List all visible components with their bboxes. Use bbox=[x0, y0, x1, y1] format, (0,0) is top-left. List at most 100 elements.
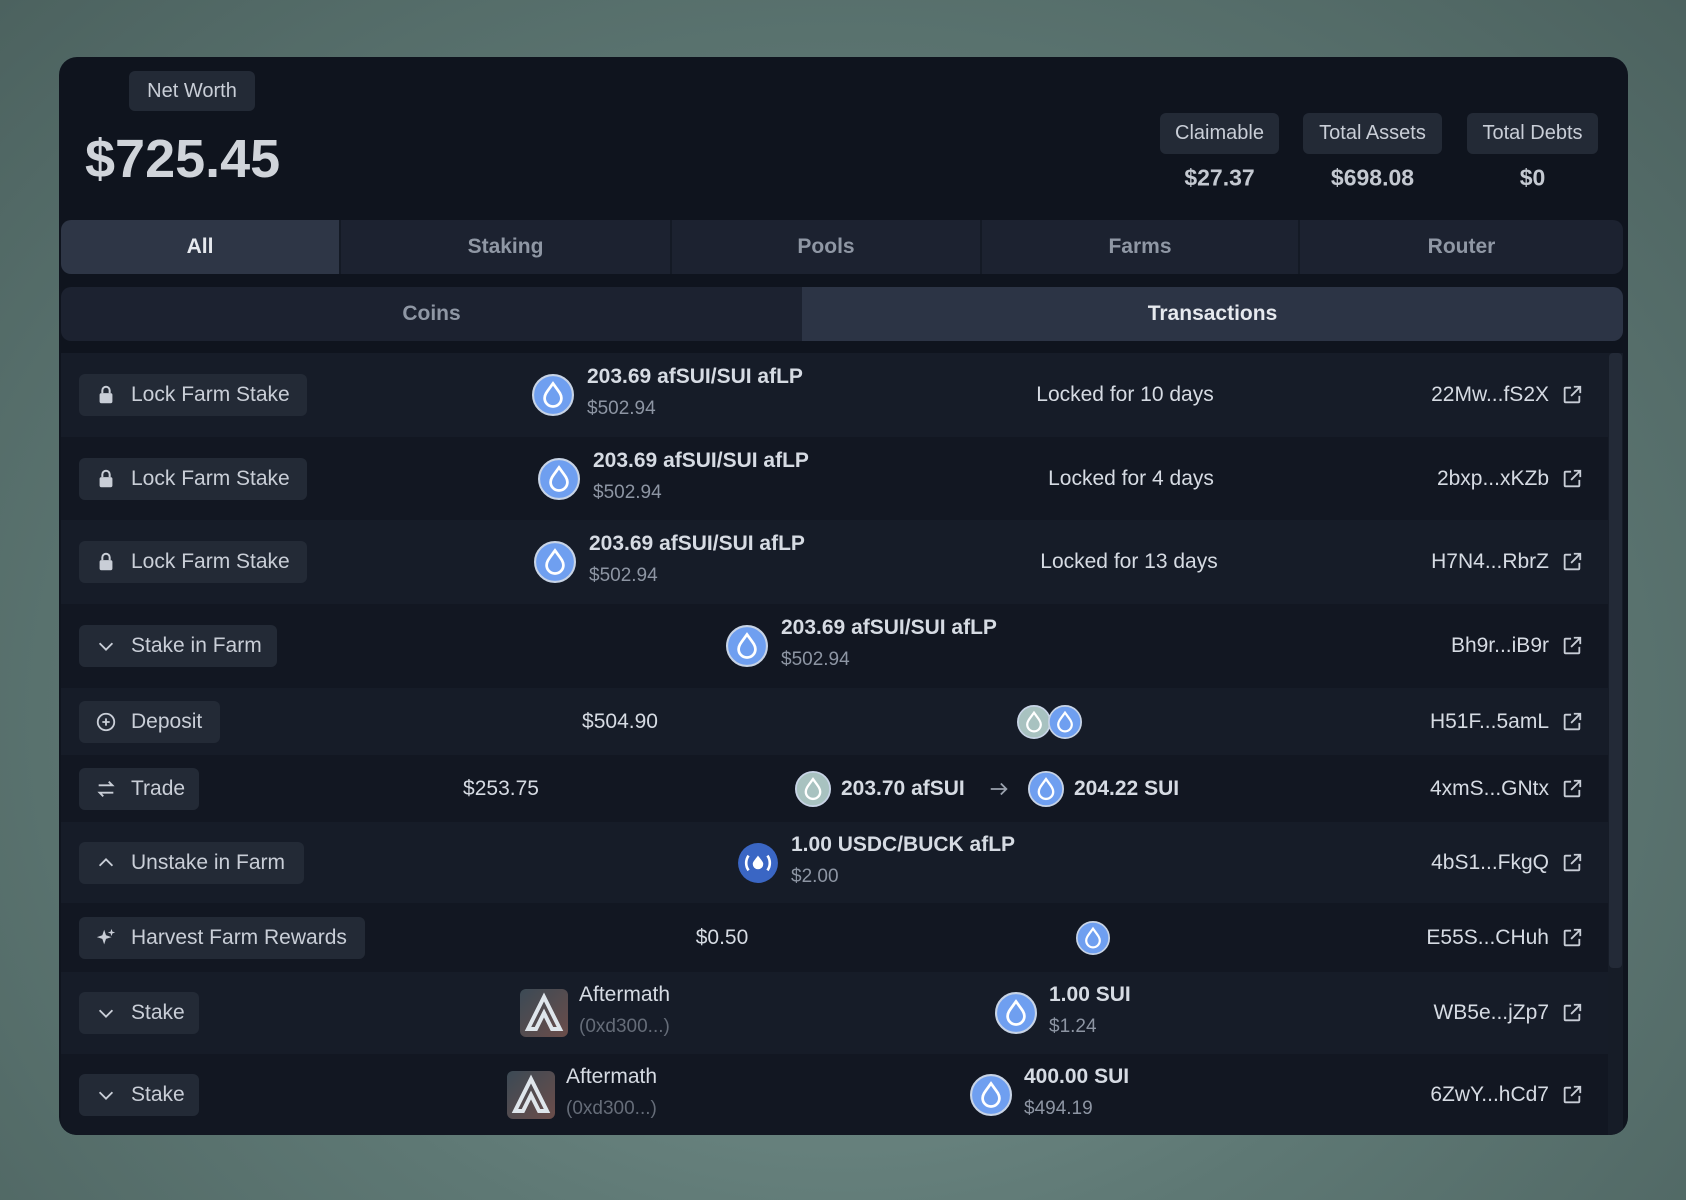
transaction-row: Deposit $504.90 H51F...5amL bbox=[61, 688, 1608, 755]
usd-value: $0.50 bbox=[695, 925, 749, 949]
external-link-icon[interactable] bbox=[1561, 852, 1583, 874]
transaction-row: Trade $253.75 203.70 afSUI 204.22 SUI 4xmS..… bbox=[61, 755, 1608, 822]
trade-to: 204.22 SUI bbox=[1074, 776, 1180, 800]
external-link-icon[interactable] bbox=[1561, 635, 1583, 657]
tx-hash[interactable]: H7N4...RbrZ bbox=[1431, 550, 1549, 573]
external-link-icon[interactable] bbox=[1561, 468, 1583, 490]
tab[interactable]: All bbox=[61, 220, 341, 274]
portfolio-panel: Net Worth $725.45 Lock Farm Stake 203.69 … bbox=[59, 57, 1628, 1135]
external-link-icon[interactable] bbox=[1561, 711, 1583, 733]
lock-duration: Locked for 13 days bbox=[1040, 550, 1218, 573]
token-usd: $502.94 bbox=[781, 649, 850, 670]
net-worth-value: $725.45 bbox=[85, 129, 281, 189]
token-icon bbox=[1017, 704, 1051, 739]
action-label: Lock Farm Stake bbox=[131, 466, 290, 490]
external-link-icon[interactable] bbox=[1561, 384, 1583, 406]
token-amount: 203.69 afSUI/SUI afLP bbox=[589, 532, 805, 555]
tab[interactable]: Router bbox=[1300, 220, 1623, 274]
action-icon bbox=[95, 1084, 117, 1106]
tx-hash[interactable]: 6ZwY...hCd7 bbox=[1430, 1082, 1549, 1106]
token-icon bbox=[795, 770, 831, 807]
token-icon bbox=[1048, 704, 1082, 739]
scrollbar-thumb[interactable] bbox=[1609, 353, 1622, 968]
transaction-row: Lock Farm Stake 203.69 afSUI/SUI afLP $502… bbox=[61, 437, 1608, 520]
subtab[interactable]: Coins bbox=[61, 287, 802, 341]
net-worth-label: Net Worth bbox=[129, 71, 255, 111]
protocol-avatar bbox=[507, 1070, 555, 1119]
action-badge[interactable]: Trade bbox=[79, 767, 199, 810]
action-icon bbox=[95, 635, 117, 657]
token-amount: 203.69 afSUI/SUI afLP bbox=[781, 616, 997, 639]
action-icon bbox=[95, 468, 117, 490]
action-label: Lock Farm Stake bbox=[131, 550, 290, 573]
trade-arrow bbox=[988, 778, 1010, 800]
token-usd: $1.24 bbox=[1049, 1016, 1097, 1037]
action-badge[interactable]: Lock Farm Stake bbox=[79, 541, 307, 583]
token-icon bbox=[1028, 770, 1064, 807]
tx-hash[interactable]: H51F...5amL bbox=[1429, 709, 1549, 733]
external-link-icon[interactable] bbox=[1561, 927, 1583, 949]
tx-hash[interactable]: 2bxp...xKZb bbox=[1436, 466, 1549, 490]
external-link-icon[interactable] bbox=[1561, 1084, 1583, 1106]
action-badge[interactable]: Stake bbox=[79, 1073, 199, 1116]
transaction-row: Lock Farm Stake 203.69 afSUI/SUI afLP $502… bbox=[61, 520, 1608, 604]
token-usd: $502.94 bbox=[593, 481, 662, 503]
tab[interactable]: Staking bbox=[341, 220, 672, 274]
tx-hash[interactable]: 22Mw...fS2X bbox=[1431, 383, 1549, 406]
transaction-row: Unstake in Farm 1.00 USDC/BUCK afLP $2.00 4… bbox=[61, 822, 1608, 903]
stat-value: $27.37 bbox=[1184, 164, 1255, 191]
action-icon bbox=[95, 711, 117, 733]
token-icon bbox=[737, 842, 779, 884]
action-badge[interactable]: Lock Farm Stake bbox=[79, 374, 307, 416]
protocol-address: (0xd300...) bbox=[566, 1097, 657, 1119]
transaction-row: Stake 1.00 SUI $1.24 Aftermath (0xd300...) WB… bbox=[61, 972, 1608, 1054]
action-label: Deposit bbox=[131, 709, 203, 733]
action-label: Unstake in Farm bbox=[131, 850, 286, 874]
action-icon bbox=[95, 778, 117, 800]
stat-value: $698.08 bbox=[1330, 164, 1415, 191]
token-icon bbox=[970, 1073, 1012, 1116]
token-icon bbox=[534, 541, 576, 583]
token-amount: 1.00 USDC/BUCK afLP bbox=[791, 832, 1016, 856]
subtab[interactable]: Transactions bbox=[802, 287, 1623, 341]
protocol-avatar bbox=[520, 989, 568, 1037]
action-icon bbox=[95, 384, 117, 406]
token-icon bbox=[995, 992, 1037, 1034]
action-label: Stake bbox=[131, 1001, 185, 1024]
tab[interactable]: Farms bbox=[982, 220, 1300, 274]
token-usd: $502.94 bbox=[589, 565, 658, 586]
action-label: Stake in Farm bbox=[131, 634, 262, 657]
lock-duration: Locked for 10 days bbox=[1036, 383, 1214, 406]
token-usd: $494.19 bbox=[1024, 1097, 1093, 1119]
external-link-icon[interactable] bbox=[1561, 778, 1583, 800]
tab[interactable]: Pools bbox=[672, 220, 982, 274]
token-amount: 203.69 afSUI/SUI afLP bbox=[587, 365, 803, 388]
stat-value: $0 bbox=[1519, 164, 1546, 191]
action-badge[interactable]: Harvest Farm Rewards bbox=[79, 916, 365, 959]
external-link-icon[interactable] bbox=[1561, 551, 1583, 573]
action-badge[interactable]: Deposit bbox=[79, 700, 220, 743]
stat-label: Total Debts bbox=[1467, 113, 1598, 154]
action-icon bbox=[95, 551, 117, 573]
tx-hash[interactable]: 4bS1...FkgQ bbox=[1431, 850, 1549, 874]
protocol-name: Aftermath bbox=[579, 983, 671, 1006]
action-label: Lock Farm Stake bbox=[131, 383, 290, 406]
token-amount: 400.00 SUI bbox=[1024, 1064, 1130, 1088]
tx-hash[interactable]: E55S...CHuh bbox=[1426, 925, 1549, 949]
external-link-icon[interactable] bbox=[1561, 1002, 1583, 1024]
transaction-row: Lock Farm Stake 203.69 afSUI/SUI afLP $502… bbox=[61, 353, 1608, 437]
stat-label: Total Assets bbox=[1303, 113, 1442, 154]
action-badge[interactable]: Stake bbox=[79, 992, 199, 1034]
action-badge[interactable]: Stake in Farm bbox=[79, 625, 277, 667]
token-icon bbox=[532, 374, 574, 416]
stat-label: Claimable bbox=[1160, 113, 1279, 154]
token-icon bbox=[538, 457, 580, 500]
action-badge[interactable]: Lock Farm Stake bbox=[79, 457, 307, 500]
transaction-list: Lock Farm Stake 203.69 afSUI/SUI afLP $502… bbox=[61, 353, 1623, 1135]
action-badge[interactable]: Unstake in Farm bbox=[79, 841, 304, 884]
tx-hash[interactable]: Bh9r...iB9r bbox=[1450, 634, 1549, 657]
tx-hash[interactable]: 4xmS...GNtx bbox=[1429, 776, 1549, 800]
tx-hash[interactable]: WB5e...jZp7 bbox=[1433, 1001, 1549, 1024]
usd-value: $504.90 bbox=[582, 709, 658, 733]
